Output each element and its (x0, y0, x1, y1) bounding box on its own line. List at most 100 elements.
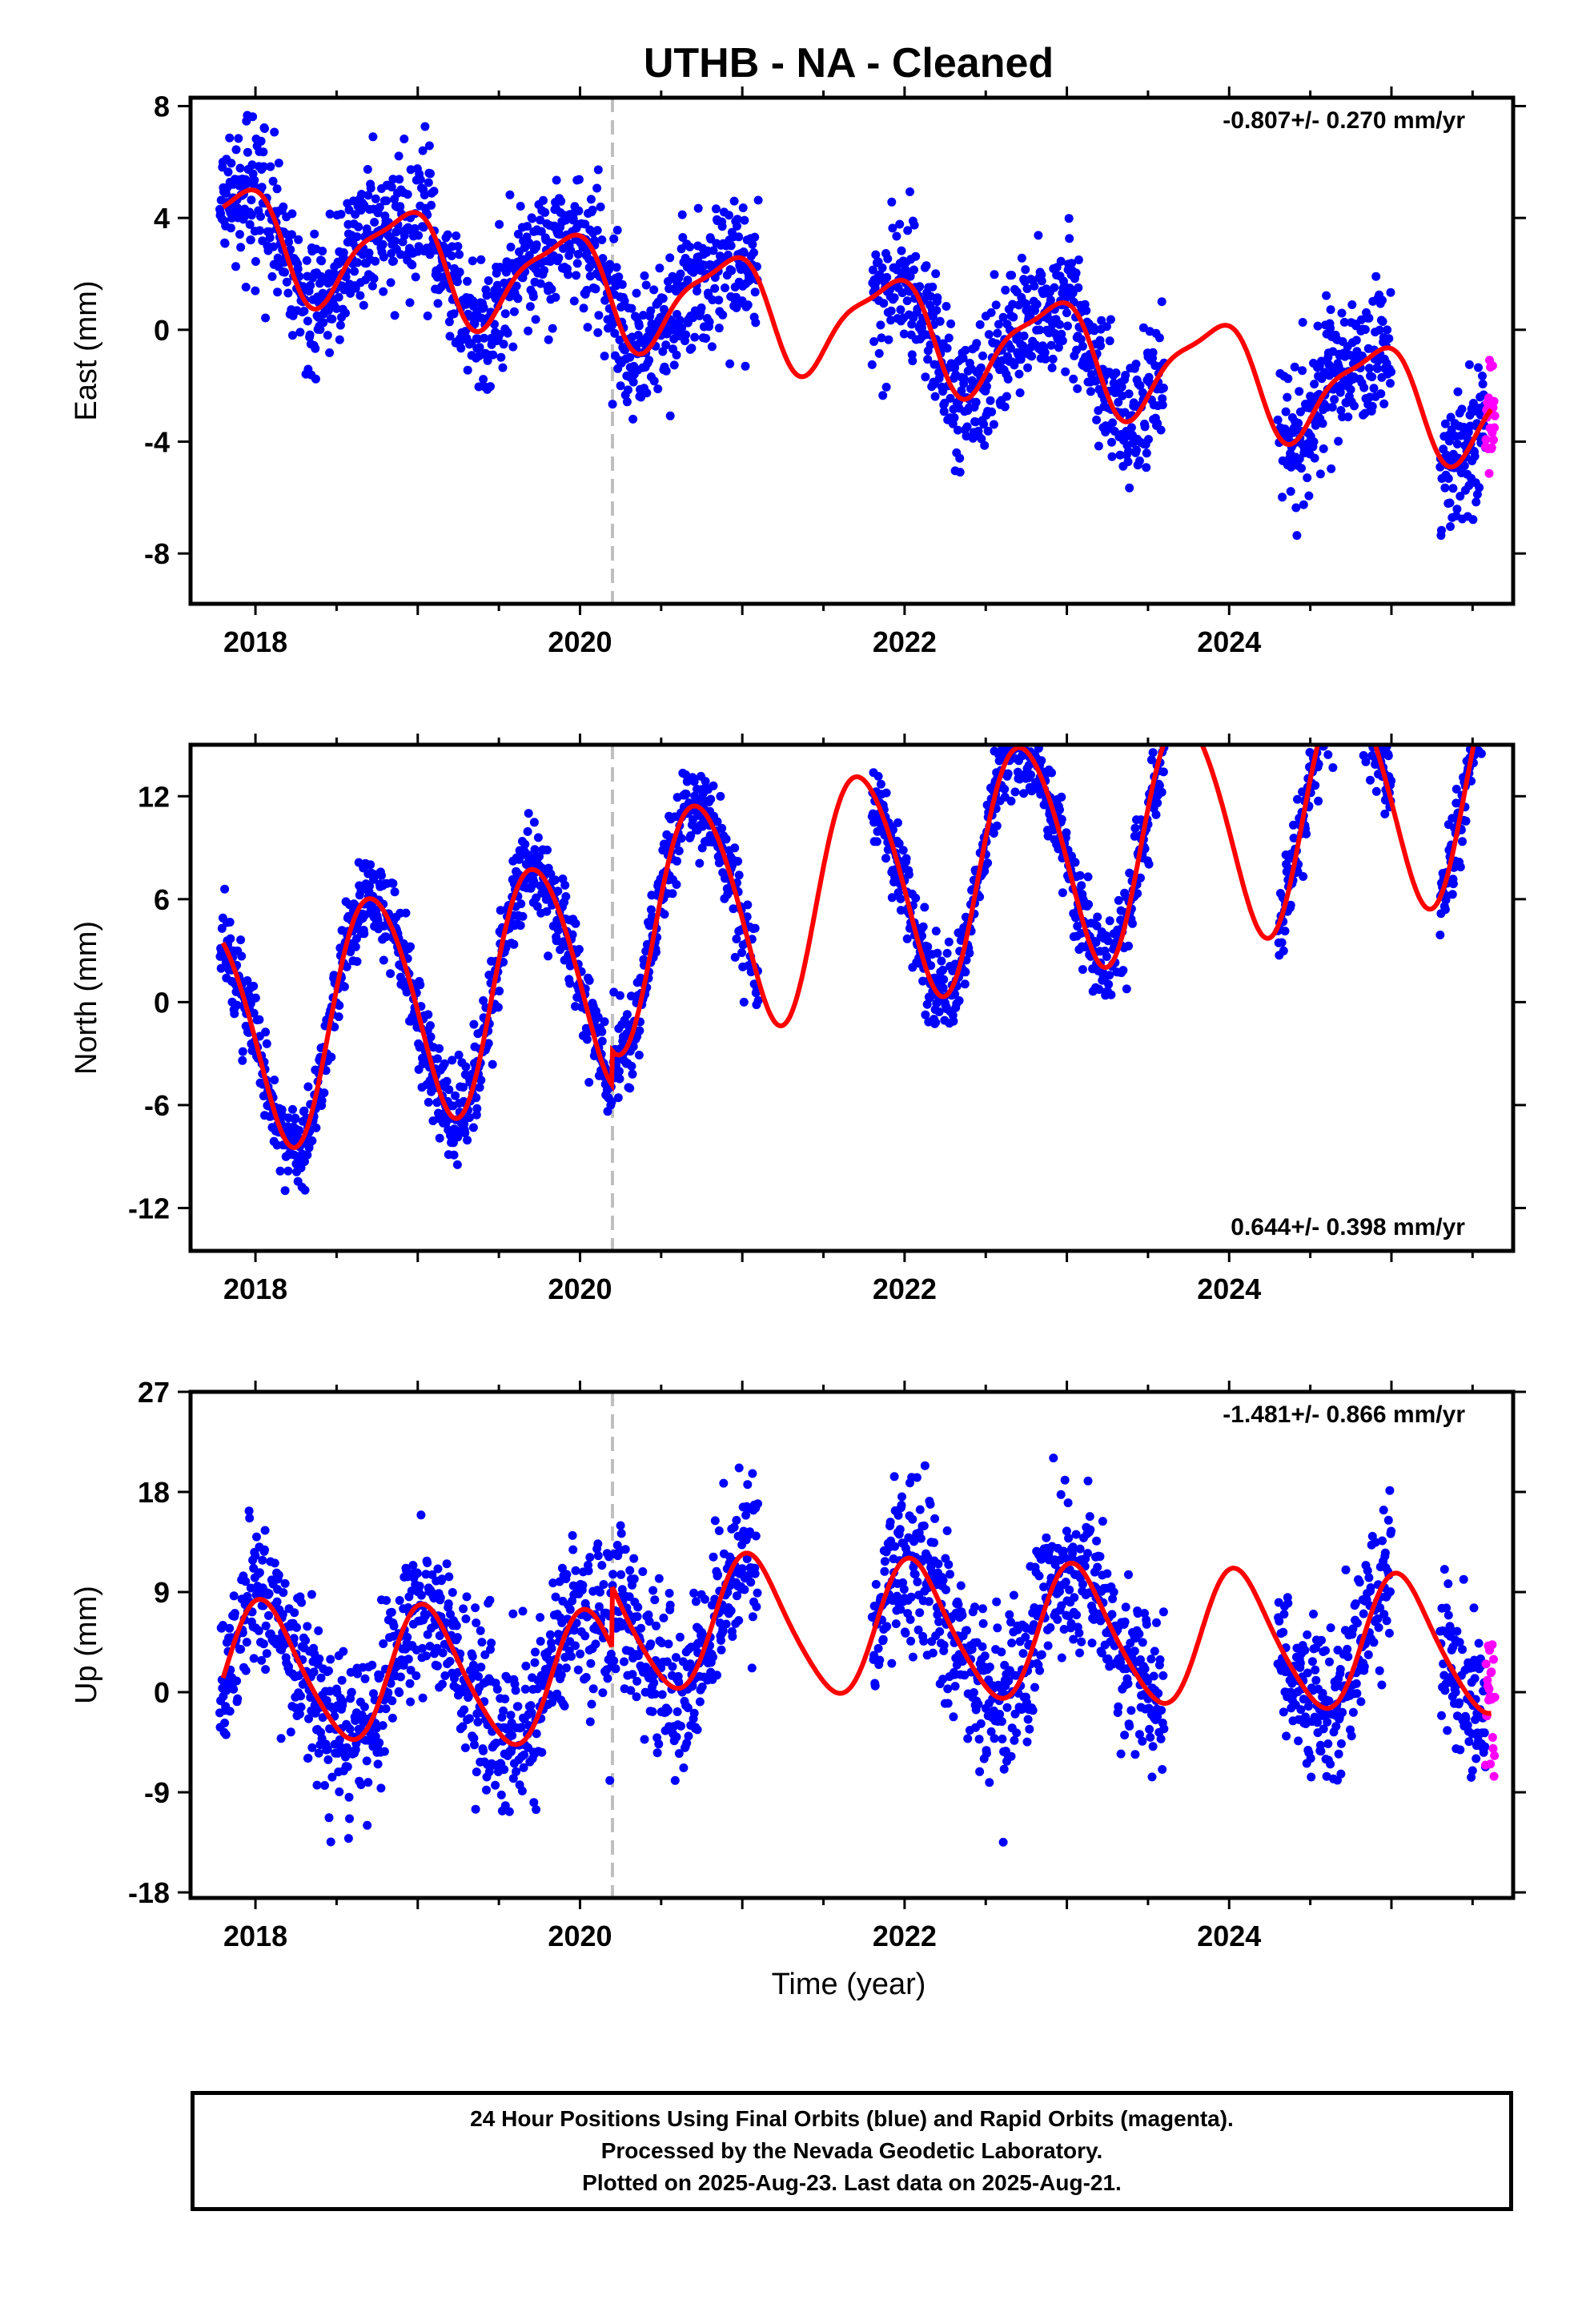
final-point (1326, 305, 1335, 315)
final-point (654, 1574, 664, 1583)
final-point (1136, 873, 1145, 883)
final-point (1325, 712, 1334, 721)
final-point (661, 366, 671, 376)
final-point (581, 1673, 591, 1682)
final-point (572, 259, 582, 268)
final-point (721, 283, 729, 292)
final-point (386, 278, 396, 287)
final-point (1124, 389, 1134, 399)
final-point (472, 1104, 482, 1113)
final-point (303, 1753, 313, 1763)
final-point (307, 1136, 317, 1145)
final-point (1023, 363, 1033, 372)
final-point (717, 222, 727, 231)
final-point (1154, 781, 1164, 790)
final-point (300, 1185, 310, 1195)
final-point (933, 948, 942, 958)
final-point (448, 1055, 457, 1065)
final-point (468, 256, 477, 266)
final-point (217, 923, 227, 933)
final-point (1070, 858, 1080, 867)
final-point (468, 1660, 478, 1670)
final-point (265, 233, 275, 243)
rate-label: -0.807+/- 0.270 mm/yr (1223, 107, 1465, 134)
final-point (1435, 931, 1445, 939)
final-point (387, 183, 396, 192)
final-point (279, 1588, 288, 1598)
final-point (928, 282, 938, 292)
rapid-point (1490, 411, 1500, 420)
final-point (280, 1578, 290, 1588)
final-point (1096, 341, 1106, 351)
final-point (598, 1688, 608, 1698)
final-point (427, 200, 436, 210)
final-point (556, 196, 566, 206)
final-point (255, 1568, 264, 1578)
final-point (280, 267, 289, 277)
final-point (335, 335, 344, 344)
final-point (961, 345, 970, 355)
final-point (632, 1676, 642, 1686)
rapid-point (1484, 638, 1492, 647)
final-point (422, 1651, 431, 1661)
final-point (266, 162, 275, 171)
final-point (476, 1076, 486, 1085)
final-point (323, 1744, 332, 1754)
final-point (513, 229, 523, 239)
final-point (574, 175, 584, 184)
final-point (492, 1684, 502, 1694)
final-point (444, 1599, 453, 1609)
final-point (882, 272, 892, 282)
final-point (1457, 404, 1467, 414)
final-point (1055, 805, 1064, 814)
rapid-point (1486, 665, 1495, 673)
final-point (1114, 895, 1123, 905)
final-point (423, 312, 432, 320)
final-point (650, 1595, 660, 1605)
final-point (998, 312, 1008, 322)
final-point (459, 1604, 468, 1614)
final-point (371, 256, 380, 266)
final-point (464, 1691, 473, 1701)
final-point (881, 382, 891, 392)
final-point (537, 1747, 547, 1757)
final-point (1157, 733, 1166, 742)
final-point (469, 1019, 479, 1029)
final-point (442, 1076, 452, 1086)
final-point (480, 1650, 490, 1659)
final-point (1383, 325, 1392, 335)
final-point (1347, 694, 1355, 702)
final-point (236, 1644, 246, 1654)
final-point (1107, 452, 1117, 461)
final-point (1054, 343, 1063, 352)
final-point (448, 1588, 457, 1597)
final-point (582, 1035, 592, 1044)
final-point (931, 1018, 941, 1027)
final-point (1342, 694, 1351, 702)
final-point (532, 1805, 541, 1815)
final-point (613, 1093, 623, 1103)
final-point (597, 1036, 607, 1046)
final-point (895, 219, 905, 229)
final-point (363, 1778, 373, 1787)
final-point (482, 1785, 491, 1795)
final-point (476, 1626, 485, 1635)
final-point (580, 1631, 590, 1641)
final-point (327, 1052, 336, 1062)
final-point (474, 1672, 483, 1681)
final-point (506, 1711, 516, 1720)
final-point (530, 845, 540, 854)
final-point (739, 997, 749, 1007)
final-point (1358, 662, 1367, 671)
final-point (260, 1545, 269, 1554)
final-point (226, 223, 235, 233)
final-point (473, 1717, 483, 1727)
final-point (609, 234, 619, 243)
final-point (1078, 341, 1087, 351)
final-point (460, 1743, 470, 1752)
y-axis-label: East (mm) (70, 280, 103, 420)
final-point (1117, 382, 1126, 392)
final-point (270, 127, 279, 137)
final-point (1344, 683, 1353, 692)
final-point (1009, 312, 1018, 322)
